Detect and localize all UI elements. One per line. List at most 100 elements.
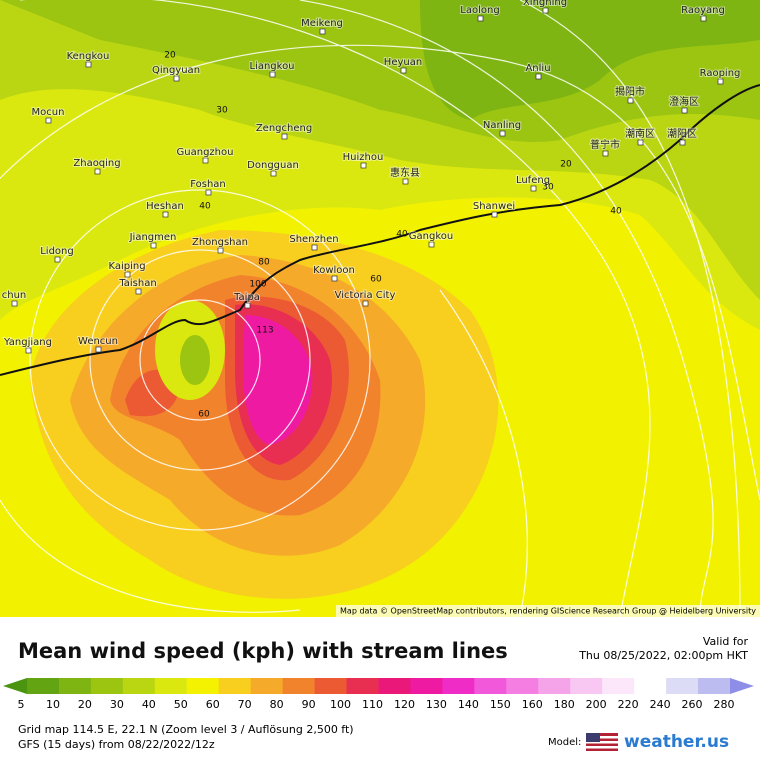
city-label: Kengkou xyxy=(67,51,110,62)
flag xyxy=(586,733,618,751)
city-marker xyxy=(499,130,506,137)
coastline xyxy=(0,84,760,376)
city-marker xyxy=(319,28,326,35)
city-label: Zhaoqing xyxy=(73,158,120,169)
city-marker xyxy=(270,170,277,177)
scale-label: 110 xyxy=(362,698,383,711)
city-marker xyxy=(360,162,367,169)
city-marker xyxy=(94,168,101,175)
city-marker xyxy=(202,157,209,164)
scale-segment xyxy=(154,678,188,694)
city-label: Zengcheng xyxy=(256,123,312,134)
contour-label: 40 xyxy=(610,207,622,217)
scale-label: 90 xyxy=(302,698,316,711)
city-label: 澄海区 xyxy=(669,95,699,108)
contour-label: 40 xyxy=(396,230,408,240)
city-label: Liangkou xyxy=(249,61,294,72)
city-label: Lidong xyxy=(40,246,74,257)
scale-label: 60 xyxy=(206,698,220,711)
scale-segment xyxy=(410,678,443,694)
scale-label: 140 xyxy=(458,698,479,711)
scale-segment xyxy=(186,678,220,694)
scale-label: 20 xyxy=(78,698,92,711)
city-marker xyxy=(45,117,52,124)
city-marker xyxy=(311,244,318,251)
scale-end xyxy=(3,678,27,694)
scale-end xyxy=(730,678,754,694)
city-marker xyxy=(700,15,707,22)
zone-110 xyxy=(242,315,313,445)
city-marker xyxy=(602,150,609,157)
scale-segment xyxy=(570,678,603,694)
city-marker xyxy=(477,15,484,22)
city-label: Gangkou xyxy=(409,231,453,242)
city-label: Wencun xyxy=(78,336,118,347)
title: Mean wind speed (kph) with stream lines xyxy=(18,639,508,663)
city-marker xyxy=(402,178,409,185)
valid-label: Valid for xyxy=(703,635,749,648)
city-marker xyxy=(400,67,407,74)
scale-segment xyxy=(346,678,379,694)
city-marker xyxy=(135,288,142,295)
scale-segment xyxy=(58,678,92,694)
city-label: Laolong xyxy=(460,5,499,16)
scale-segment xyxy=(474,678,507,694)
scale-segment xyxy=(218,678,252,694)
city-marker xyxy=(535,73,542,80)
scale-label: 40 xyxy=(142,698,156,711)
city-label: Shenzhen xyxy=(289,234,338,245)
zone-10 xyxy=(420,0,760,120)
city-marker xyxy=(244,302,251,309)
contour-label: 40 xyxy=(199,202,211,212)
city-marker xyxy=(717,78,724,85)
city-label: Foshan xyxy=(190,179,226,190)
model-label: Model: xyxy=(548,737,581,748)
scale-label: 160 xyxy=(522,698,543,711)
city-marker xyxy=(150,242,157,249)
city-marker xyxy=(173,75,180,82)
city-marker xyxy=(25,347,32,354)
city-label: Raoyang xyxy=(681,5,725,16)
city-label: 潮南区 xyxy=(625,127,655,140)
city-label: Mocun xyxy=(32,107,65,118)
city-label: Taishan xyxy=(118,278,156,289)
eye xyxy=(180,335,210,385)
city-label: Kaiping xyxy=(108,261,145,272)
scale-segment xyxy=(282,678,316,694)
grid-info: Grid map 114.5 E, 22.1 N (Zoom level 3 /… xyxy=(18,723,354,736)
scale-label: 5 xyxy=(18,698,25,711)
valid-time: Thu 08/25/2022, 02:00pm HKT xyxy=(578,649,748,662)
scale-label: 80 xyxy=(270,698,284,711)
city-label: Dongguan xyxy=(247,160,299,171)
city-marker xyxy=(627,97,634,104)
city-marker xyxy=(331,275,338,282)
city-label: Heyuan xyxy=(384,57,422,68)
city-label: Xingning xyxy=(523,0,567,8)
scale-segment xyxy=(538,678,571,694)
city-label: 揭阳市 xyxy=(615,85,645,98)
scale-label: 280 xyxy=(714,698,735,711)
city-label: Yangjiang xyxy=(3,337,52,348)
city-marker xyxy=(124,271,131,278)
city-label: Zhongshan xyxy=(192,237,248,248)
scale-segment xyxy=(122,678,156,694)
city-label: Shanwei xyxy=(473,201,515,212)
city-label: Meikeng xyxy=(301,18,343,29)
city-marker xyxy=(162,211,169,218)
city-label: chun xyxy=(2,290,27,301)
scale-label: 240 xyxy=(650,698,671,711)
scale-label: 220 xyxy=(618,698,639,711)
contour-label: 20 xyxy=(560,160,572,170)
scale-label: 200 xyxy=(586,698,607,711)
city-marker xyxy=(269,71,276,78)
city-marker xyxy=(362,300,369,307)
city-marker xyxy=(281,133,288,140)
city-label: 普宁市 xyxy=(590,138,620,151)
scale-segment xyxy=(602,678,635,694)
footer: Mean wind speed (kph) with stream lines … xyxy=(3,635,754,752)
scale-segment xyxy=(634,678,667,694)
model-run: GFS (15 days) from 08/22/2022/12z xyxy=(18,738,215,751)
scale-segment xyxy=(90,678,124,694)
scale-label: 10 xyxy=(46,698,60,711)
